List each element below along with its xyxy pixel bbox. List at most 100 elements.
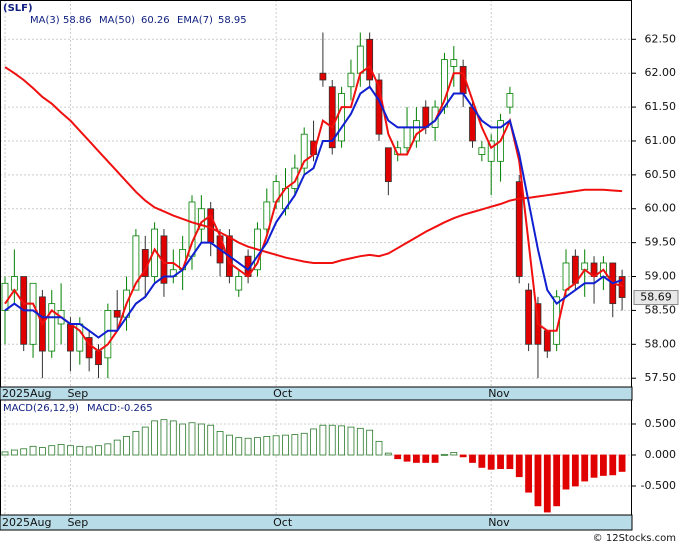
y-tick-label: 61.50 [645, 100, 677, 113]
macd-bar [254, 437, 261, 456]
macd-bar [581, 454, 589, 482]
macd-title: MACD(26,12,9) [3, 403, 79, 414]
macd-bar [618, 454, 626, 472]
macd-bar [300, 432, 308, 456]
candle-body [469, 106, 476, 142]
candle-body [10, 276, 18, 291]
macd-bar [151, 420, 159, 456]
y-tick-label: 0.500 [645, 417, 677, 430]
x-tick-label: Oct [273, 387, 293, 400]
macd-bar [459, 454, 467, 458]
macd-bar [403, 454, 411, 462]
macd-bar [95, 445, 102, 456]
macd-bar [244, 437, 252, 456]
macd-bar [141, 426, 149, 456]
macd-bar [375, 440, 383, 456]
x-tick-label: 2025Aug [2, 387, 51, 400]
macd-bar [216, 431, 224, 456]
macd-bar [197, 423, 205, 456]
x-tick-label: Nov [488, 387, 510, 400]
macd-legend: MACD:-0.265 [87, 403, 153, 414]
candle-body [618, 276, 626, 298]
macd-bar [235, 437, 243, 456]
macd-bar [338, 425, 346, 456]
y-tick-label: 60.50 [645, 168, 677, 181]
macd-bar [1, 451, 9, 456]
candle-body [1, 282, 9, 311]
macd-bar [412, 454, 420, 463]
macd-bar [282, 434, 289, 456]
macd-bar [356, 427, 364, 456]
macd-panel-frame [0, 399, 632, 516]
macd-bar [263, 435, 271, 456]
macd-bar [67, 445, 74, 456]
macd-bar [366, 429, 374, 456]
ticker: (SLF) [3, 3, 33, 14]
macd-bar [272, 435, 280, 456]
macd-bar [497, 454, 504, 470]
macd-bar [85, 446, 93, 456]
macd-label: MACD: [87, 403, 120, 414]
macd-bar [76, 445, 84, 456]
macd-bar [525, 454, 532, 493]
candle-body [113, 310, 121, 318]
legend-value: 58.86 [63, 15, 92, 26]
macd-bar [450, 452, 458, 456]
candle-body [95, 350, 102, 366]
candle-body [543, 330, 551, 352]
date-strip [0, 514, 633, 531]
macd-bar [590, 454, 598, 478]
macd-bar [319, 424, 327, 456]
y-tick-label: 62.50 [645, 32, 677, 45]
candle-body [515, 181, 523, 277]
y-tick-label: 61.00 [645, 134, 677, 147]
macd-bar [600, 454, 607, 476]
macd-bar [113, 439, 121, 456]
candle-body [291, 167, 299, 189]
macd-bar [347, 426, 355, 456]
macd-bar [328, 424, 336, 456]
legend-label: MA(3) [30, 15, 60, 26]
candle-body [67, 323, 74, 352]
macd-bar [29, 445, 37, 456]
macd-bar [609, 454, 617, 476]
y-tick-label: 58.00 [645, 337, 677, 350]
last-price-box [633, 290, 679, 306]
candle-body [384, 147, 392, 183]
macd-bar [310, 428, 317, 456]
y-tick-label: 57.50 [645, 371, 677, 384]
candle-body [403, 127, 411, 149]
macd-bar [562, 454, 570, 490]
candle-body [525, 289, 532, 345]
macd-bar [39, 447, 46, 456]
watermark: © 12Stocks.com [593, 533, 676, 544]
y-tick-label: 62.00 [645, 66, 677, 79]
macd-bar [104, 443, 112, 456]
indicator-line [4, 64, 623, 353]
macd-bar [225, 434, 233, 456]
plot-layer: 57.50 58.00 58.50 59.00 59.50 60.00 60.50 61.00… [0, 0, 679, 529]
candle-body [422, 106, 430, 128]
y-tick-label: 0.000 [645, 448, 677, 461]
macd-bar [469, 454, 476, 463]
candle-body [263, 201, 271, 230]
macd-bar [571, 454, 579, 487]
macd-bar [478, 454, 486, 468]
macd-bar [169, 420, 177, 456]
candle-body [366, 38, 374, 81]
candle-body [562, 262, 570, 291]
legend-value: 58.95 [218, 15, 247, 26]
last-price: 58.69 [640, 291, 672, 304]
macd-bar [20, 448, 28, 456]
indicator-line [4, 66, 623, 264]
macd-bar [207, 424, 215, 456]
macd-bar [553, 454, 561, 507]
candle-body [235, 276, 243, 291]
y-tick-label: 59.00 [645, 270, 677, 283]
indicator-line [4, 85, 623, 339]
candle-body [29, 282, 37, 345]
macd-bar [384, 452, 392, 456]
candle-body [207, 208, 215, 244]
legend-value: 60.26 [141, 15, 170, 26]
